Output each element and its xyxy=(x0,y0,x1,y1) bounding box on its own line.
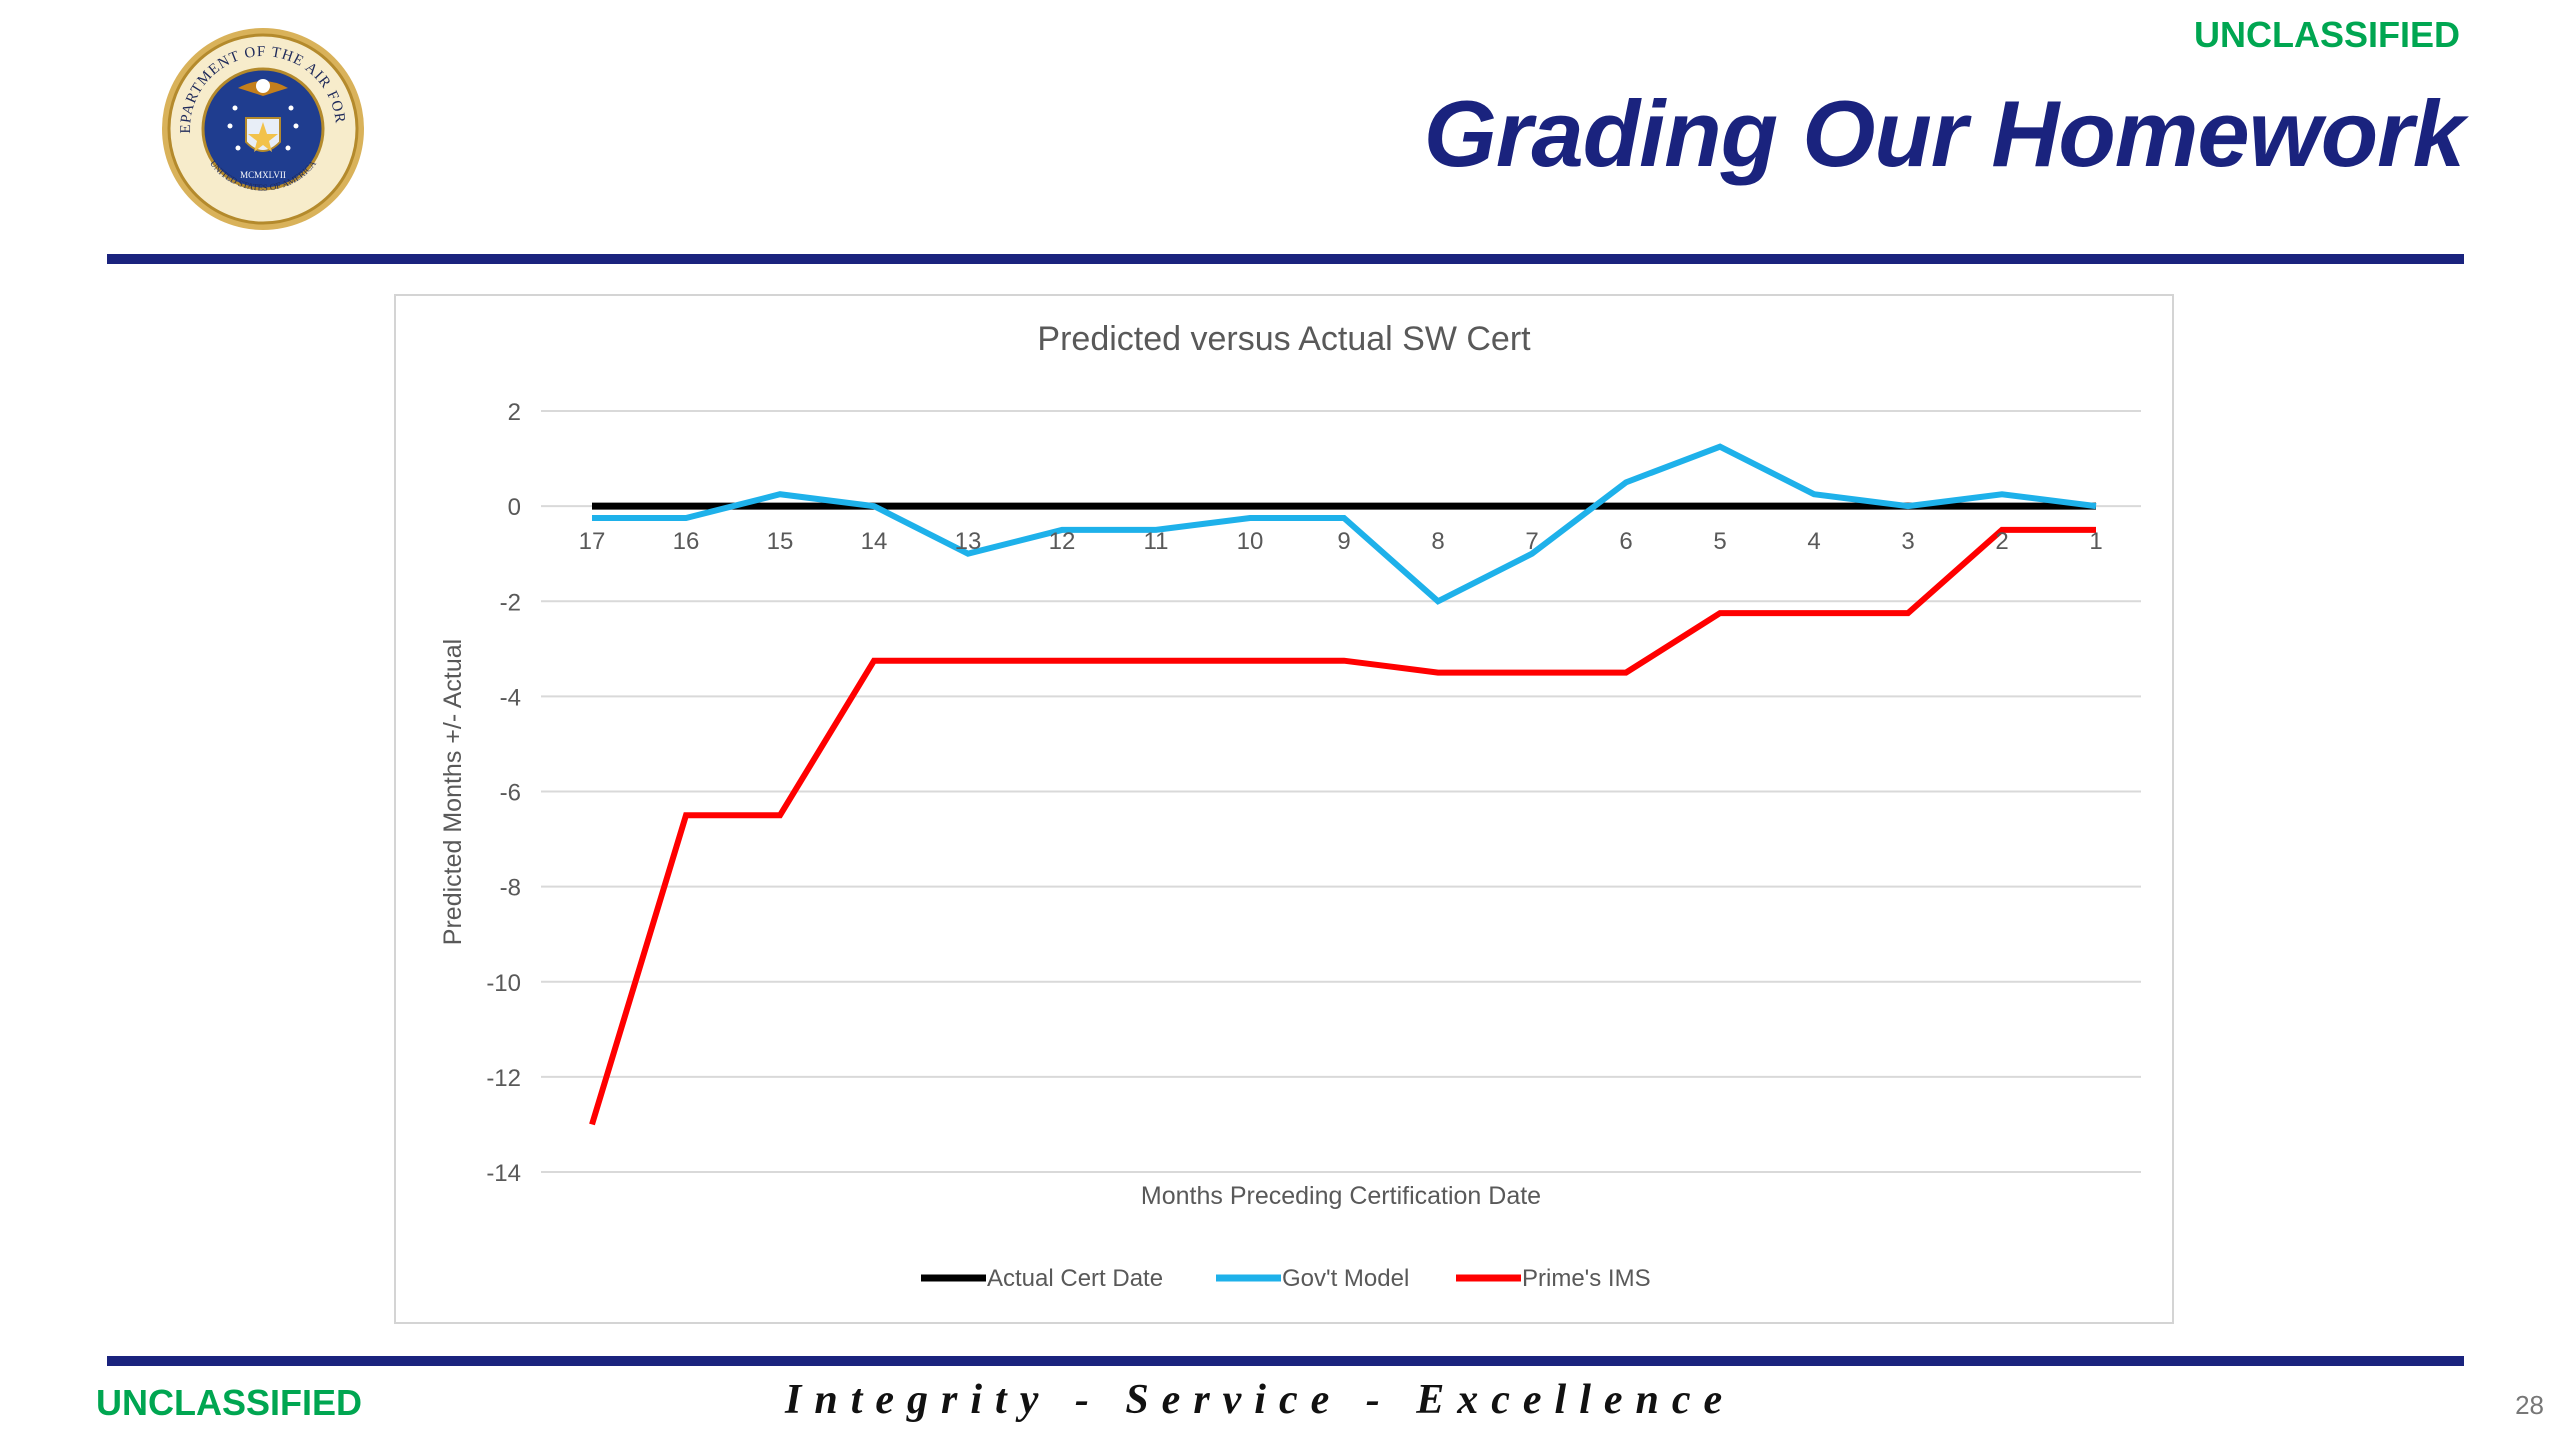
x-tick-label: 13 xyxy=(955,528,982,555)
y-tick-label: -12 xyxy=(486,1065,521,1092)
header-rule xyxy=(107,254,2464,264)
legend-label: Prime's IMS xyxy=(1522,1265,1651,1292)
y-tick-label: -2 xyxy=(500,589,521,616)
x-tick-label: 9 xyxy=(1337,528,1350,555)
chart-title: Predicted versus Actual SW Cert xyxy=(1037,320,1531,358)
legend-label: Actual Cert Date xyxy=(987,1265,1163,1292)
y-tick-label: -10 xyxy=(486,970,521,997)
x-tick-label: 2 xyxy=(1995,528,2008,555)
x-tick-label: 3 xyxy=(1901,528,1914,555)
x-tick-label: 1 xyxy=(2089,528,2102,555)
footer-motto: Integrity - Service - Excellence xyxy=(785,1377,1736,1423)
page-number: 28 xyxy=(2515,1390,2544,1420)
primes-ims-line xyxy=(589,526,2096,1126)
legend-label: Gov't Model xyxy=(1282,1265,1409,1292)
classification-bottom: UNCLASSIFIED xyxy=(96,1382,363,1423)
slide-title: Grading Our Homework xyxy=(1423,81,2465,186)
y-tick-label: -4 xyxy=(500,684,521,711)
x-tick-label: 6 xyxy=(1619,528,1632,555)
y-tick-label: 2 xyxy=(508,399,521,426)
govt-model-line xyxy=(592,443,2097,605)
y-axis-label: Predicted Months +/- Actual xyxy=(439,639,467,945)
line-chart: Predicted versus Actual SW Cert 2 0 -2 -4 -6… xyxy=(439,320,2141,1292)
y-tick-label: -6 xyxy=(500,780,521,807)
x-tick-label: 5 xyxy=(1713,528,1726,555)
x-tick-label: 16 xyxy=(673,528,700,555)
x-tick-label: 8 xyxy=(1431,528,1444,555)
x-tick-label: 15 xyxy=(767,528,794,555)
y-tick-label: -8 xyxy=(500,875,521,902)
classification-top: UNCLASSIFIED xyxy=(2193,14,2460,55)
x-tick-label: 12 xyxy=(1049,528,1076,555)
x-tick-label: 4 xyxy=(1807,528,1820,555)
seal-year: MCMXLVII xyxy=(240,170,286,180)
x-tick-label: 14 xyxy=(861,528,888,555)
x-tick-label: 11 xyxy=(1144,528,1169,555)
chart-frame: Predicted versus Actual SW Cert 2 0 -2 -4 -6… xyxy=(394,294,2174,1324)
x-tick-label: 17 xyxy=(579,528,606,555)
x-tick-label: 10 xyxy=(1237,528,1264,555)
y-tick-label: 0 xyxy=(508,494,521,521)
y-tick-label: -14 xyxy=(486,1160,521,1187)
footer-rule xyxy=(107,1356,2464,1366)
x-tick-label: 7 xyxy=(1525,528,1538,555)
x-axis-label: Months Preceding Certification Date xyxy=(1141,1182,1541,1210)
